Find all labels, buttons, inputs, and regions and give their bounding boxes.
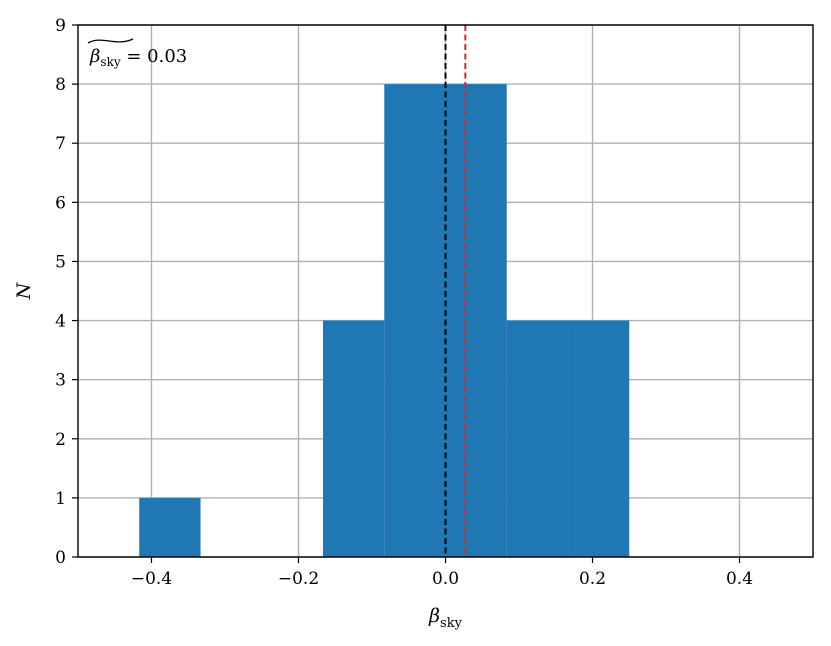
y-tick-label: 8 [55, 75, 66, 95]
histogram-bar [384, 84, 446, 557]
y-tick-label: 7 [55, 134, 66, 154]
y-axis-label: N [13, 281, 35, 300]
x-axis-label-symbol: β [428, 605, 440, 627]
reference-lines [444, 25, 467, 557]
annotation-subscript: sky [100, 55, 120, 69]
y-tick-label: 4 [55, 312, 66, 332]
histogram-bars [139, 84, 630, 557]
histogram-bar [322, 320, 385, 557]
x-tick-label: −0.2 [278, 569, 319, 589]
y-tick-labels: 0 1 2 3 4 5 6 7 8 9 [55, 16, 66, 568]
axis-ticks [72, 24, 741, 563]
y-tick-label: 6 [55, 193, 66, 213]
histogram-bar [506, 320, 569, 557]
y-tick-label: 0 [55, 548, 66, 568]
x-axis-label: βsky [428, 605, 463, 631]
annotation-value: = 0.03 [121, 46, 188, 67]
y-tick-label: 5 [55, 252, 66, 272]
histogram-bar [445, 84, 507, 557]
annotation-symbol: β [89, 46, 100, 67]
y-tick-label: 3 [55, 371, 66, 391]
x-tick-label: −0.4 [131, 569, 172, 589]
histogram-bar [568, 320, 630, 557]
x-tick-labels: −0.4 −0.2 0.0 0.2 0.4 [131, 569, 753, 589]
y-tick-label: 2 [55, 430, 66, 450]
x-tick-label: 0.0 [432, 569, 459, 589]
histogram-bar [139, 497, 201, 557]
x-tick-label: 0.4 [726, 569, 753, 589]
median-annotation: βsky = 0.03 [87, 38, 187, 69]
tilde-accent [87, 38, 134, 44]
y-tick-label: 1 [55, 489, 66, 509]
x-tick-label: 0.2 [579, 569, 606, 589]
x-axis-label-subscript: sky [440, 616, 463, 631]
annotation-text: βsky = 0.03 [89, 46, 187, 69]
y-tick-label: 9 [55, 16, 66, 36]
